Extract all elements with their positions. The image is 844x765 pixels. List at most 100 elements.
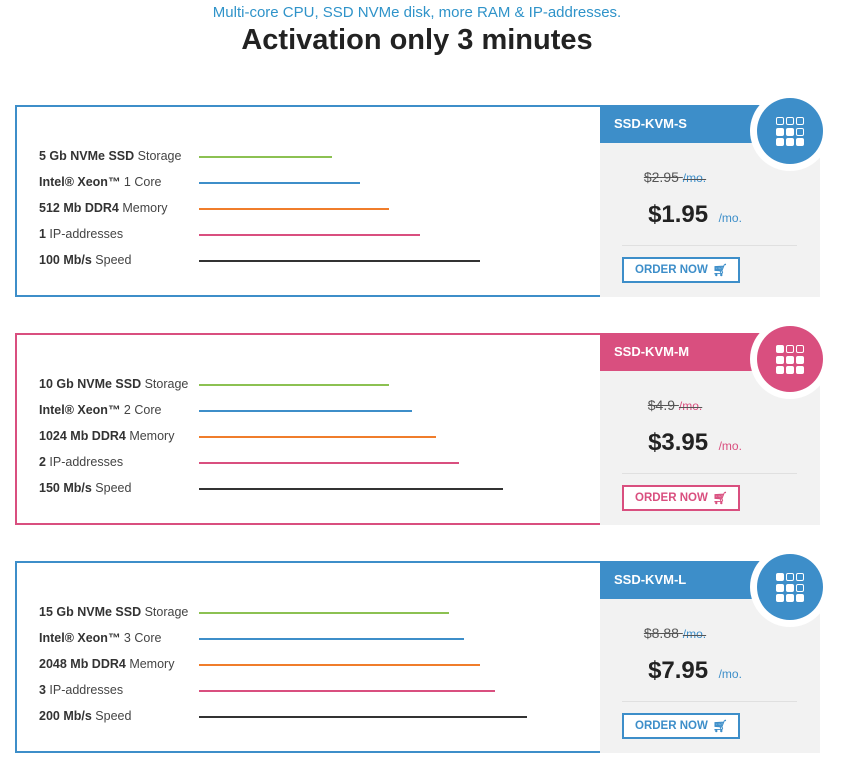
price-panel: SSD-KVM-S $2.95 /mo. $1.95 /mo. [600,91,830,297]
plan-card-ssd-kvm-m: 10 Gb NVMe SSD Storage Intel® Xeon™ 2 Cor… [15,319,830,525]
grid-icon [776,573,806,603]
spec-value: 1024 Mb DDR4 [39,429,126,443]
spec-label: 512 Mb DDR4 Memory [39,201,168,215]
spec-label: 5 Gb NVMe SSD Storage [39,149,181,163]
price-panel: SSD-KVM-M $4.9 /mo. $3.95 /mo. [600,319,830,525]
old-price-period: /mo. [678,399,703,413]
spec-unit: IP-addresses [45,227,124,241]
cart-icon: 🛒︎ [712,719,728,733]
spec-value: 100 Mb/s [39,253,92,267]
plan-badge-circle [757,98,823,164]
divider [622,473,797,474]
spec-unit: Memory [125,657,175,671]
old-price: $4.9 /mo. [600,397,750,413]
order-now-label: ORDER NOW [635,720,708,732]
spec-unit: IP-addresses [45,455,124,469]
current-price: $1.95 /mo. [600,201,790,229]
old-price-amount: $2.95 [643,169,679,185]
plan-card-ssd-kvm-l: 15 Gb NVMe SSD Storage Intel® Xeon™ 3 Cor… [15,547,830,753]
spec-label: 2 IP-addresses [39,455,123,469]
spec-bar [199,234,420,236]
spec-label: 15 Gb NVMe SSD Storage [39,605,188,619]
spec-bar [199,384,389,386]
spec-unit: Speed [91,709,132,723]
current-price: $7.95 /mo. [600,657,790,685]
spec-unit: Speed [91,253,132,267]
spec-value: 1 [39,227,46,241]
spec-value: Intel® Xeon™ [39,175,121,189]
spec-bar [199,208,389,210]
spec-label: 1024 Mb DDR4 Memory [39,429,174,443]
spec-value: 15 Gb NVMe SSD [39,605,142,619]
order-now-label: ORDER NOW [635,264,708,276]
spec-value: 3 [39,683,46,697]
cart-icon: 🛒︎ [712,491,728,505]
spec-bar [199,182,360,184]
old-price-amount: $4.9 [647,397,675,413]
plan-badge-circle [757,554,823,620]
plan-badge-circle [757,326,823,392]
spec-value: 150 Mb/s [39,481,92,495]
old-price-period: /mo. [682,171,707,185]
spec-bar [199,462,459,464]
spec-bar [199,716,527,718]
spec-label: 2048 Mb DDR4 Memory [39,657,174,671]
spec-bar [199,488,503,490]
spec-value: 512 Mb DDR4 [39,201,119,215]
cart-icon: 🛒︎ [712,263,728,277]
price-amount: $3.95 [648,429,709,456]
spec-unit: 2 Core [120,403,162,417]
old-price: $8.88 /mo. [600,625,750,641]
plan-badge [750,91,830,171]
price-period: /mo. [718,439,742,453]
spec-unit: Storage [141,605,189,619]
spec-label: 150 Mb/s Speed [39,481,131,495]
spec-bar [199,260,480,262]
old-price: $2.95 /mo. [600,169,750,185]
order-now-label: ORDER NOW [635,492,708,504]
spec-value: 200 Mb/s [39,709,92,723]
spec-unit: Memory [125,429,175,443]
spec-value: 5 Gb NVMe SSD [39,149,135,163]
grid-icon [776,117,806,147]
spec-unit: IP-addresses [45,683,124,697]
spec-unit: 3 Core [120,631,162,645]
spec-unit: Storage [134,149,182,163]
spec-value: Intel® Xeon™ [39,631,121,645]
spec-value: 10 Gb NVMe SSD [39,377,142,391]
old-price-amount: $8.88 [643,625,679,641]
order-now-button[interactable]: ORDER NOW 🛒︎ [622,485,740,511]
spec-bar [199,690,495,692]
plan-badge [750,547,830,627]
current-price: $3.95 /mo. [600,429,790,457]
spec-value: 2048 Mb DDR4 [39,657,126,671]
page-title: Activation only 3 minutes [241,24,593,56]
order-now-button[interactable]: ORDER NOW 🛒︎ [622,713,740,739]
spec-label: Intel® Xeon™ 2 Core [39,403,161,417]
divider [622,245,797,246]
plan-badge [750,319,830,399]
spec-label: 10 Gb NVMe SSD Storage [39,377,188,391]
spec-bar [199,436,436,438]
spec-bar [199,638,464,640]
spec-unit: 1 Core [120,175,162,189]
spec-label: 3 IP-addresses [39,683,123,697]
spec-unit: Memory [118,201,168,215]
price-period: /mo. [718,667,742,681]
page-subtitle: Multi-core CPU, SSD NVMe disk, more RAM … [212,4,622,21]
spec-label: 200 Mb/s Speed [39,709,131,723]
order-now-button[interactable]: ORDER NOW 🛒︎ [622,257,740,283]
price-period: /mo. [718,211,742,225]
spec-label: Intel® Xeon™ 3 Core [39,631,161,645]
spec-bar [199,410,412,412]
price-amount: $7.95 [648,657,709,684]
spec-value: 2 [39,455,46,469]
spec-unit: Speed [91,481,132,495]
spec-label: Intel® Xeon™ 1 Core [39,175,161,189]
spec-label: 1 IP-addresses [39,227,123,241]
price-panel: SSD-KVM-L $8.88 /mo. $7.95 /mo. [600,547,830,753]
spec-bar [199,612,449,614]
spec-value: Intel® Xeon™ [39,403,121,417]
spec-unit: Storage [141,377,189,391]
divider [622,701,797,702]
